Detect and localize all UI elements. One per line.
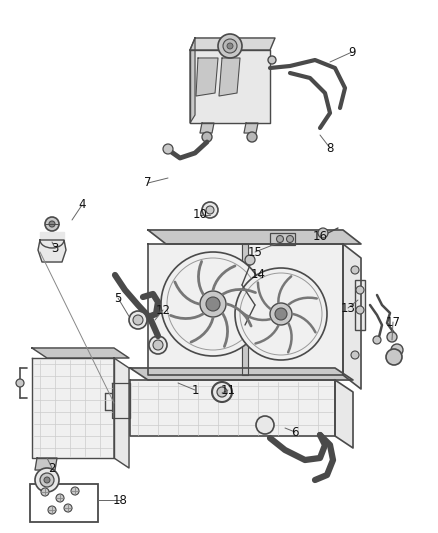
Polygon shape: [190, 38, 275, 50]
Circle shape: [276, 236, 283, 243]
Text: 11: 11: [220, 384, 236, 397]
Circle shape: [235, 268, 327, 360]
Circle shape: [387, 332, 397, 342]
Circle shape: [286, 236, 293, 243]
Circle shape: [206, 297, 220, 311]
Text: 7: 7: [144, 176, 152, 190]
Circle shape: [256, 416, 274, 434]
Circle shape: [356, 286, 364, 294]
Circle shape: [351, 351, 359, 359]
Circle shape: [247, 132, 257, 142]
Circle shape: [386, 349, 402, 365]
Polygon shape: [114, 358, 129, 468]
Circle shape: [212, 382, 232, 402]
Polygon shape: [335, 380, 353, 448]
Circle shape: [217, 387, 227, 397]
Circle shape: [153, 340, 163, 350]
Circle shape: [245, 255, 255, 265]
Polygon shape: [196, 58, 218, 96]
Circle shape: [45, 217, 59, 231]
Text: 5: 5: [114, 292, 122, 304]
Circle shape: [202, 132, 212, 142]
Text: 9: 9: [348, 45, 356, 59]
Circle shape: [35, 468, 59, 492]
Circle shape: [149, 336, 167, 354]
Polygon shape: [190, 50, 270, 123]
Circle shape: [40, 473, 54, 487]
Circle shape: [129, 311, 147, 329]
Circle shape: [270, 303, 292, 325]
Text: 17: 17: [385, 316, 400, 328]
Polygon shape: [242, 244, 248, 375]
Circle shape: [133, 315, 143, 325]
Circle shape: [41, 488, 49, 496]
Circle shape: [163, 144, 173, 154]
Circle shape: [275, 308, 287, 320]
Circle shape: [44, 477, 50, 483]
Circle shape: [200, 291, 226, 317]
Polygon shape: [244, 123, 258, 133]
Bar: [355, 280, 365, 330]
Circle shape: [16, 379, 24, 387]
Text: 3: 3: [51, 241, 59, 254]
Circle shape: [373, 336, 381, 344]
Text: 10: 10: [193, 208, 208, 222]
Circle shape: [49, 221, 55, 227]
Circle shape: [202, 202, 218, 218]
Circle shape: [356, 306, 364, 314]
Polygon shape: [343, 244, 361, 389]
Circle shape: [161, 252, 265, 356]
Polygon shape: [200, 123, 214, 133]
Circle shape: [64, 504, 72, 512]
Text: 8: 8: [326, 141, 334, 155]
Circle shape: [318, 228, 328, 238]
Polygon shape: [112, 383, 130, 418]
Polygon shape: [130, 380, 335, 436]
Circle shape: [351, 266, 359, 274]
Circle shape: [218, 34, 242, 58]
Text: 13: 13: [341, 302, 356, 314]
Circle shape: [227, 43, 233, 49]
Circle shape: [71, 487, 79, 495]
Polygon shape: [190, 38, 195, 123]
Bar: [30, 484, 98, 522]
Circle shape: [223, 39, 237, 53]
Circle shape: [391, 344, 403, 356]
Text: 4: 4: [78, 198, 86, 212]
Text: 1: 1: [191, 384, 199, 397]
Circle shape: [268, 56, 276, 64]
Polygon shape: [148, 244, 343, 375]
Polygon shape: [148, 230, 361, 244]
Polygon shape: [32, 348, 129, 358]
Bar: [270, 233, 295, 245]
Text: 16: 16: [312, 230, 328, 244]
Circle shape: [206, 206, 214, 214]
Text: 12: 12: [155, 303, 170, 317]
Polygon shape: [219, 58, 240, 96]
Polygon shape: [35, 458, 57, 470]
Polygon shape: [32, 358, 114, 458]
Text: 18: 18: [113, 494, 127, 506]
Text: 14: 14: [251, 269, 265, 281]
Polygon shape: [38, 240, 66, 262]
Text: 15: 15: [247, 246, 262, 259]
Text: 2: 2: [48, 462, 56, 474]
Circle shape: [48, 506, 56, 514]
Polygon shape: [40, 232, 64, 240]
Circle shape: [56, 494, 64, 502]
Text: 6: 6: [291, 425, 299, 439]
Polygon shape: [130, 368, 353, 380]
